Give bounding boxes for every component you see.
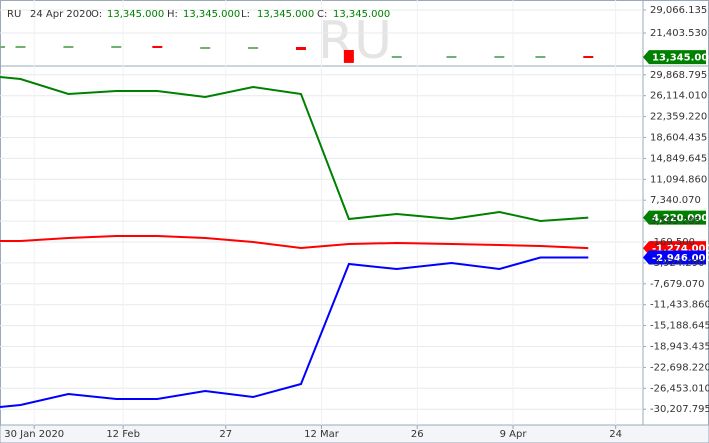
- y-tick-label: 11,094.860: [650, 174, 707, 185]
- price-mark: [343, 50, 354, 63]
- x-tick-label: 9 Apr: [500, 429, 528, 440]
- y-tick-label: 22,359.220: [650, 112, 707, 123]
- price-mark: [15, 45, 26, 48]
- price-mark: [111, 45, 122, 48]
- ohlc-name: O:: [91, 9, 102, 20]
- y-tick-label: -7,679.070: [650, 279, 705, 290]
- y-tick-label: -26,453.010: [650, 383, 709, 394]
- y-tick-label: -30,207.795: [650, 404, 709, 415]
- series-line: [0, 235, 589, 250]
- ohlc-value: 13,345.000: [107, 9, 164, 20]
- value-tag-label: 13,345.000: [652, 53, 709, 64]
- x-tick-label: 26: [411, 429, 424, 440]
- price-mark: [63, 45, 74, 48]
- price-mark: [295, 47, 306, 51]
- price-mark: [583, 56, 594, 59]
- x-tick-label: 30 Jan 2020: [4, 429, 64, 440]
- y-tick-label: 21,403.530: [650, 28, 707, 39]
- y-tick-label: -18,943.435: [650, 341, 709, 352]
- value-tag-label: -2,946.000: [652, 253, 709, 264]
- x-tick-label: 12 Mar: [304, 429, 340, 440]
- y-tick-label: 29,066.135: [650, 5, 707, 16]
- x-tick-label: 12 Feb: [106, 429, 140, 440]
- y-tick-label: 14,849.645: [650, 153, 707, 164]
- watermark: RU: [318, 11, 392, 71]
- price-mark: [152, 45, 163, 48]
- value-tag-label: 4,220.000: [652, 213, 708, 224]
- price-mark: [446, 56, 457, 59]
- ohlc-name: C:: [317, 9, 327, 20]
- value-tag-label: -1,274.000: [652, 244, 709, 255]
- ohlc-name: H:: [167, 9, 178, 20]
- ohlc-value: 13,345.000: [183, 9, 240, 20]
- value-tag: [643, 50, 706, 65]
- ohlc-name: L:: [241, 9, 250, 20]
- y-tick-label: -15,188.645: [650, 321, 709, 332]
- x-tick-label: 24: [609, 429, 622, 440]
- y-tick-label: -169.500: [650, 237, 695, 248]
- value-tag: [643, 210, 706, 225]
- symbol: RU: [7, 9, 21, 20]
- y-tick-label: 26,114.010: [650, 91, 707, 102]
- tags: 13,345.000 4,220.000 -1,274.000-2,946.000: [643, 50, 709, 265]
- price-mark: [200, 47, 211, 50]
- y-tick-label: 7,340.070: [650, 195, 701, 206]
- price-mark: [535, 56, 546, 59]
- y-tick-label: -22,698.220: [650, 362, 709, 373]
- price-mark: [391, 56, 402, 59]
- ohlc-value: 13,345.000: [257, 9, 314, 20]
- price-mark: [494, 56, 505, 59]
- value-tag: [643, 250, 706, 265]
- y-tick-label: 3,585.285: [650, 216, 701, 227]
- ohlc-value: 13,345.000: [333, 9, 390, 20]
- y-tick-label: -3,924.290: [650, 258, 705, 269]
- x-tick-label: 27: [219, 429, 232, 440]
- date: 24 Apr 2020: [30, 9, 92, 20]
- y-tick-label: -11,433.860: [650, 300, 709, 311]
- price-mark: [248, 47, 259, 50]
- price-mark: [0, 45, 5, 48]
- y-tick-label: 29,868.795: [650, 70, 707, 81]
- x-axis-area: [0, 425, 709, 443]
- series-line: [0, 76, 589, 223]
- series-line: [0, 256, 589, 408]
- plot: [0, 0, 643, 425]
- y-tick-label: 18,604.435: [650, 132, 707, 143]
